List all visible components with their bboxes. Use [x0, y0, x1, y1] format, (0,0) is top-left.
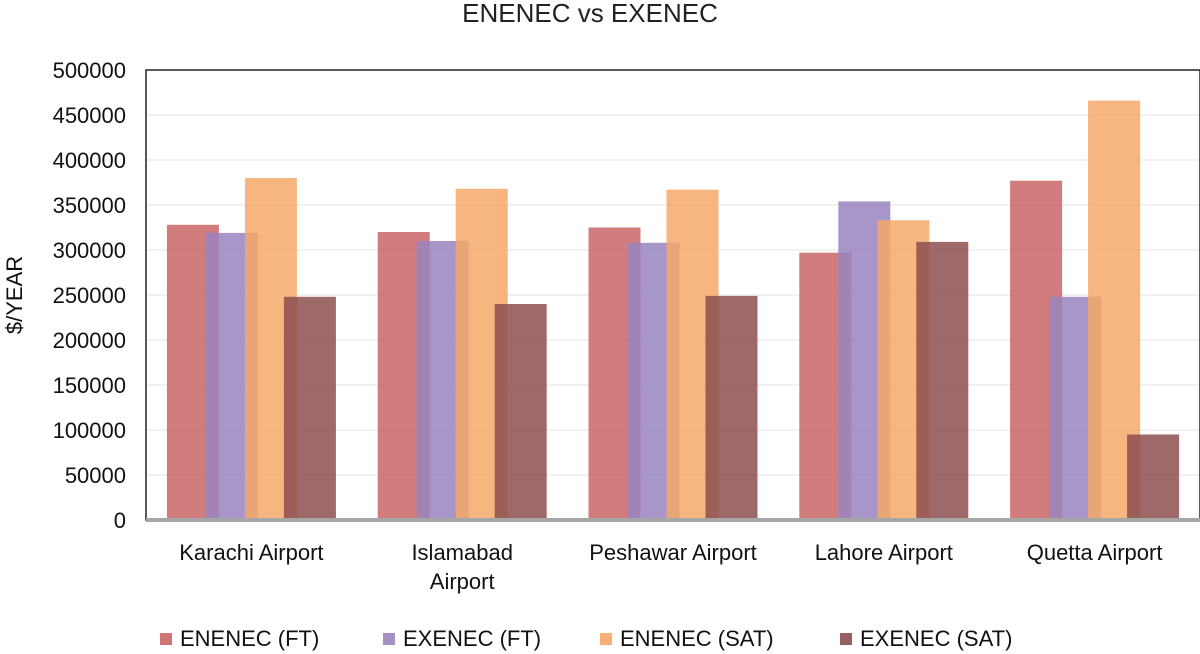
x-axis-categories: Karachi Airport Islamabad Airport Peshawar …: [179, 540, 1162, 594]
legend-swatch: [383, 633, 395, 645]
y-tick-label: 200000: [53, 328, 126, 353]
bar-exenec-sat-3: [916, 241, 969, 520]
y-axis-label: $/YEAR: [2, 256, 27, 334]
bar-exenec-sat-1: [494, 304, 547, 520]
legend-swatch: [840, 633, 852, 645]
bar-exenec-sat-2: [705, 295, 758, 520]
y-tick-label: 300000: [53, 238, 126, 263]
chart-title: ENENEC vs EXENEC: [462, 0, 718, 28]
legend-label: ENENEC (FT): [180, 626, 319, 651]
legend-label: EXENEC (SAT): [860, 626, 1012, 651]
y-tick-label: 150000: [53, 373, 126, 398]
y-tick-label: 0: [114, 508, 126, 533]
x-category-label: Karachi Airport: [179, 540, 323, 565]
y-axis-ticks: 0 50000 100000 150000 200000 250000 300000 3500…: [53, 58, 126, 533]
y-tick-label: 350000: [53, 193, 126, 218]
x-category-label: Lahore Airport: [815, 540, 953, 565]
legend-swatch: [160, 633, 172, 645]
legend: ENENEC (FT) EXENEC (FT) ENENEC (SAT) EXENEC…: [160, 626, 1012, 651]
bars: [166, 100, 1180, 521]
y-tick-label: 100000: [53, 418, 126, 443]
x-category-label: Quetta Airport: [1027, 540, 1163, 565]
legend-label: EXENEC (FT): [403, 626, 541, 651]
y-tick-label: 250000: [53, 283, 126, 308]
y-tick-label: 400000: [53, 148, 126, 173]
y-tick-label: 50000: [65, 463, 126, 488]
y-tick-label: 500000: [53, 58, 126, 83]
bar-exenec-sat-0: [283, 296, 336, 520]
x-category-label: Islamabad Airport: [411, 540, 513, 594]
bar-exenec-sat-4: [1127, 434, 1180, 520]
legend-swatch: [600, 633, 612, 645]
x-category-label: Peshawar Airport: [589, 540, 757, 565]
y-tick-label: 450000: [53, 103, 126, 128]
legend-label: ENENEC (SAT): [620, 626, 774, 651]
